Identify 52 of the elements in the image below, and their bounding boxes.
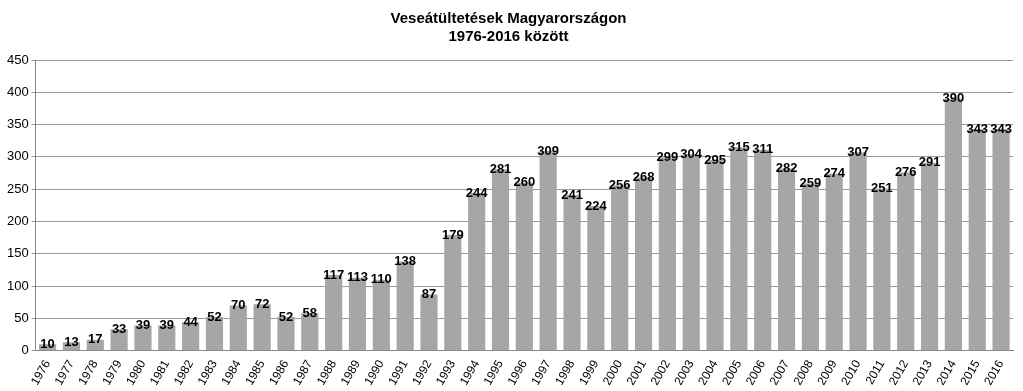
data-label: 281 (489, 160, 512, 176)
data-label: 276 (894, 163, 917, 179)
data-label: 260 (513, 174, 536, 190)
data-label: 70 (231, 297, 246, 313)
data-label: 244 (465, 184, 489, 200)
data-label: 72 (254, 295, 270, 311)
data-label: 343 (990, 120, 1012, 136)
y-tick-label: 0 (21, 342, 29, 358)
data-label: 110 (370, 271, 392, 287)
y-tick-label: 450 (6, 51, 29, 67)
data-label: 113 (346, 269, 368, 285)
data-label: 299 (656, 149, 679, 165)
y-tick-label: 100 (6, 277, 29, 293)
data-label: 44 (183, 313, 199, 329)
data-label: 10 (40, 335, 55, 351)
data-label: 138 (394, 253, 417, 269)
data-label: 307 (847, 143, 869, 159)
data-label: 295 (704, 151, 726, 167)
data-label: 291 (918, 154, 941, 170)
data-label: 39 (135, 317, 151, 333)
data-label: 256 (608, 176, 631, 192)
y-tick-label: 150 (6, 245, 29, 261)
data-label: 179 (441, 226, 464, 242)
chart-title: Veseátültetések Magyarországon 1976-2016 között (390, 9, 627, 45)
data-label: 52 (278, 308, 294, 324)
data-label: 33 (111, 320, 127, 336)
data-label: 274 (823, 165, 846, 181)
data-label: 251 (871, 180, 893, 196)
data-label: 117 (323, 266, 345, 282)
data-label: 39 (159, 317, 175, 333)
data-label: 87 (421, 286, 437, 302)
y-tick-label: 50 (14, 309, 29, 325)
data-label: 390 (942, 90, 965, 106)
data-label: 315 (728, 138, 750, 154)
data-label: 259 (799, 174, 822, 190)
data-label: 224 (585, 197, 608, 213)
y-tick-label: 400 (6, 83, 29, 99)
data-label: 304 (680, 145, 703, 161)
data-label: 309 (537, 142, 560, 158)
data-label: 17 (88, 331, 103, 347)
data-label: 282 (775, 160, 798, 176)
data-label: 58 (302, 304, 318, 320)
data-label: 268 (632, 169, 655, 185)
data-label: 241 (561, 186, 583, 202)
y-tick-label: 350 (6, 116, 29, 132)
y-tick-label: 300 (6, 148, 29, 164)
y-tick-label: 250 (6, 180, 29, 196)
data-label: 311 (752, 141, 774, 157)
data-label: 52 (207, 308, 222, 324)
data-label: 13 (64, 333, 79, 349)
y-tick-label: 200 (6, 213, 29, 229)
data-label: 343 (966, 120, 989, 136)
